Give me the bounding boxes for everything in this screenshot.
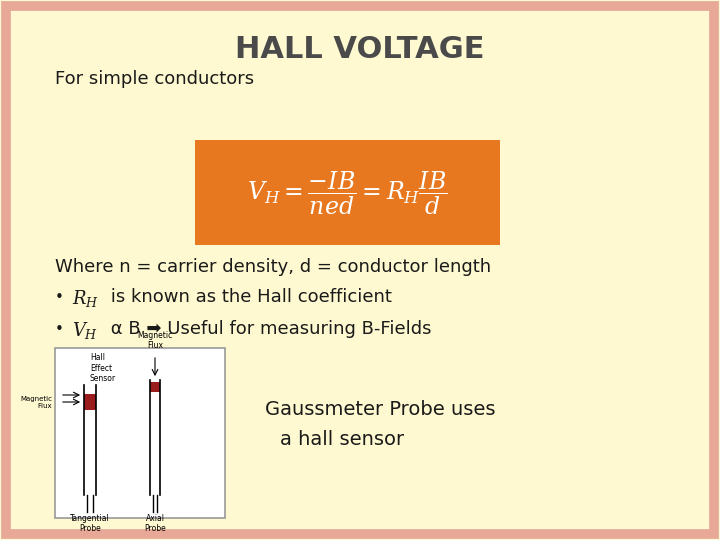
Text: Axial
Probe: Axial Probe bbox=[144, 514, 166, 534]
Text: Gaussmeter Probe uses: Gaussmeter Probe uses bbox=[265, 400, 495, 419]
Text: For simple conductors: For simple conductors bbox=[55, 70, 254, 88]
Bar bbox=[55, 348, 225, 518]
Text: is known as the Hall coefficient: is known as the Hall coefficient bbox=[105, 288, 392, 306]
Text: $V_{H}$: $V_{H}$ bbox=[72, 320, 98, 341]
Text: HALL VOLTAGE: HALL VOLTAGE bbox=[235, 35, 485, 64]
Text: Tangential
Probe: Tangential Probe bbox=[70, 514, 110, 534]
Text: a hall sensor: a hall sensor bbox=[280, 430, 404, 449]
Text: $R_{H}$: $R_{H}$ bbox=[72, 288, 99, 309]
Text: α B ➡ Useful for measuring B-Fields: α B ➡ Useful for measuring B-Fields bbox=[105, 320, 431, 338]
Text: Magnetic
Flux: Magnetic Flux bbox=[20, 395, 52, 408]
Text: •: • bbox=[55, 290, 64, 305]
Text: $V_{H} = \dfrac{-IB}{ned} = R_{H}\dfrac{IB}{d}$: $V_{H} = \dfrac{-IB}{ned} = R_{H}\dfrac{… bbox=[247, 170, 447, 217]
Text: •: • bbox=[55, 322, 64, 337]
Text: Magnetic
Flux: Magnetic Flux bbox=[138, 330, 173, 350]
Bar bbox=[195, 140, 500, 245]
Text: Hall
Effect
Sensor: Hall Effect Sensor bbox=[90, 353, 116, 383]
Text: Where n = carrier density, d = conductor length: Where n = carrier density, d = conductor… bbox=[55, 258, 491, 276]
Bar bbox=[150, 382, 160, 392]
Bar bbox=[84, 394, 96, 410]
